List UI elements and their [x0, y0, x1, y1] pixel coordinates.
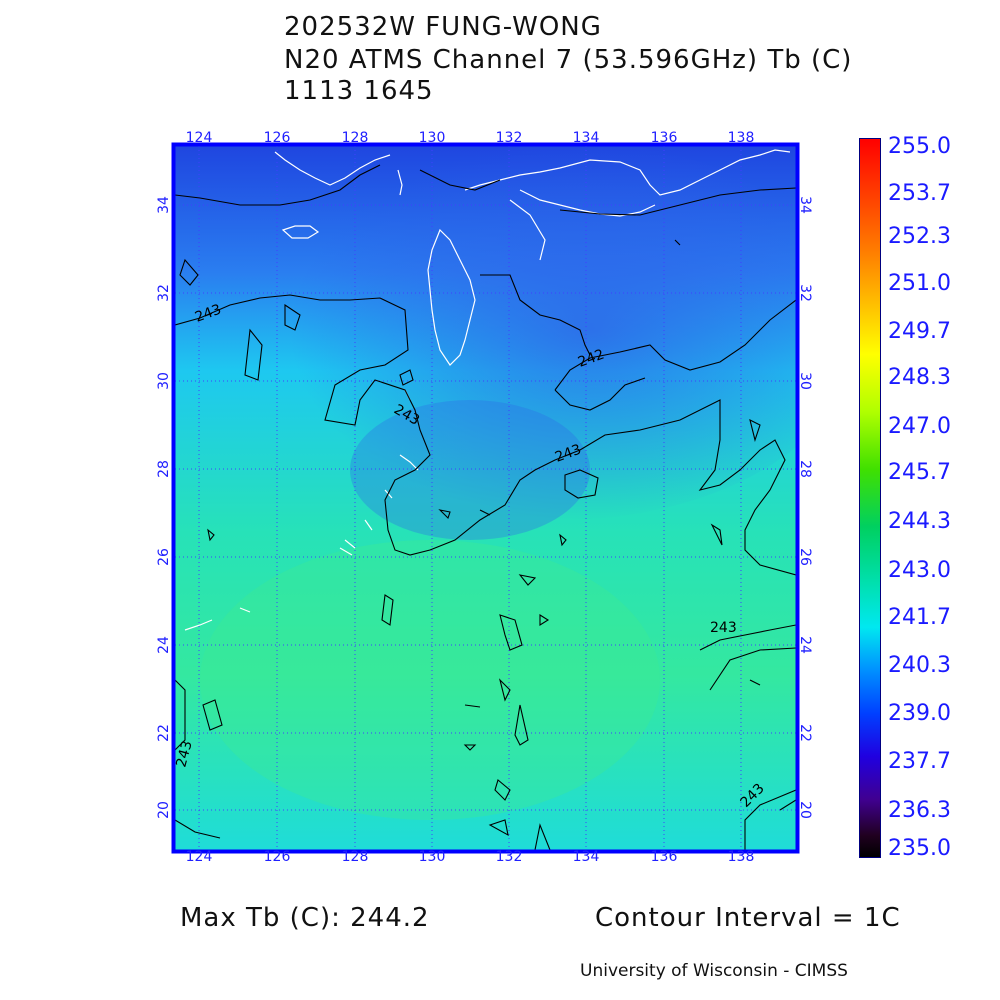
lon-tick: 132: [496, 130, 523, 146]
colorbar-label: 249.7: [888, 319, 951, 344]
lon-tick: 132: [496, 849, 523, 865]
cool-region-south: [350, 400, 590, 540]
lat-tick: 20: [797, 801, 813, 819]
lat-tick: 26: [156, 548, 172, 566]
lon-labels-bottom: 124 126 128 130 132 134 136 138: [186, 849, 755, 865]
kyushu-coast: [427, 228, 476, 366]
lon-tick: 138: [728, 130, 755, 146]
colorbar-label: 236.3: [888, 798, 951, 823]
lat-tick: 30: [156, 372, 172, 390]
lat-tick: 28: [156, 460, 172, 478]
colorbar-label: 245.7: [888, 460, 951, 485]
lat-tick: 20: [156, 801, 172, 819]
colorbar-label: 243.0: [888, 558, 951, 583]
colorbar-label: 251.0: [888, 271, 951, 296]
japan-honshu-shikoku-coast: [464, 149, 791, 261]
lon-tick: 124: [186, 849, 213, 865]
colorbar-label: 240.3: [888, 653, 951, 678]
max-tb-readout: Max Tb (C): 244.2: [180, 903, 430, 933]
lon-tick: 134: [573, 849, 600, 865]
korea-coast: [274, 151, 391, 186]
lat-labels-right: 20 22 24 26 28 30 32 34: [797, 196, 813, 819]
product-title: 202532W FUNG-WONG: [284, 12, 602, 42]
credit-line: University of Wisconsin - CIMSS: [580, 961, 848, 981]
colorbar-label: 248.3: [888, 365, 951, 390]
warm-region: [200, 540, 660, 820]
colorbar-label: 244.3: [888, 509, 951, 534]
lon-tick: 130: [419, 849, 446, 865]
lon-tick: 134: [573, 130, 600, 146]
colorbar-label: 235.0: [888, 836, 951, 861]
lat-tick: 24: [797, 636, 813, 654]
lat-tick: 30: [797, 372, 813, 390]
colorbar-label: 239.0: [888, 701, 951, 726]
colorbar-label: 252.3: [888, 224, 951, 249]
contour-label: 243: [173, 739, 195, 769]
tsushima-island: [397, 169, 403, 196]
lon-tick: 138: [728, 849, 755, 865]
contours: [175, 164, 796, 850]
lat-tick: 32: [156, 284, 172, 302]
colorbar-label: 253.7: [888, 181, 951, 206]
lat-tick: 22: [156, 724, 172, 742]
lon-tick: 128: [342, 849, 369, 865]
colorbar-label: 237.7: [888, 749, 951, 774]
lat-tick: 34: [797, 196, 813, 214]
lon-labels-top: 124 126 128 130 132 134 136 138: [186, 130, 755, 146]
lat-tick: 32: [797, 284, 813, 302]
lon-tick: 126: [264, 849, 291, 865]
cool-region: [260, 146, 796, 520]
contour-label: 243: [710, 620, 737, 636]
colorbar-label: 247.0: [888, 414, 951, 439]
lon-tick: 124: [186, 130, 213, 146]
lat-tick: 26: [797, 548, 813, 566]
lat-tick: 24: [156, 636, 172, 654]
lat-tick: 22: [797, 724, 813, 742]
channel-title: N20 ATMS Channel 7 (53.596GHz) Tb (C): [284, 45, 853, 75]
colorbar-label: 255.0: [888, 134, 951, 159]
lon-tick: 126: [264, 130, 291, 146]
contour-interval: Contour Interval = 1C: [595, 903, 901, 933]
lat-labels-left: 20 22 24 26 28 30 32 34: [156, 196, 172, 819]
jeju-island: [281, 225, 320, 239]
lat-tick: 28: [797, 460, 813, 478]
date-time-title: 1113 1645: [284, 76, 434, 106]
lon-tick: 130: [419, 130, 446, 146]
color-bar: [859, 138, 881, 858]
taiwan-coast-fragment: [184, 607, 251, 631]
lon-tick: 128: [342, 130, 369, 146]
map-frame: [172, 143, 799, 853]
map-outer-frame: [171, 142, 800, 854]
colorbar-label: 241.7: [888, 605, 951, 630]
lon-tick: 136: [651, 849, 678, 865]
lon-tick: 136: [651, 130, 678, 146]
lat-tick: 34: [156, 196, 172, 214]
